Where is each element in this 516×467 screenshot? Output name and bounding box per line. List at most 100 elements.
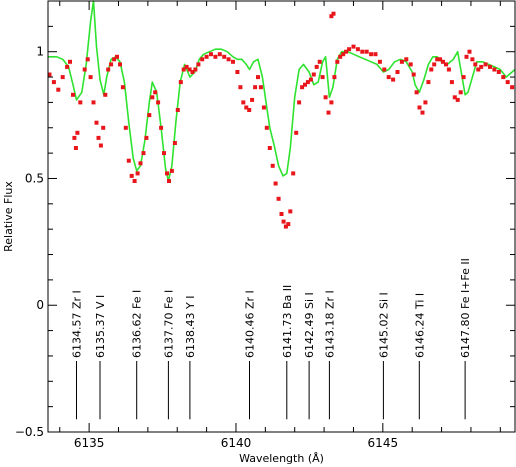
observed-data-point — [200, 57, 205, 62]
observed-data-point — [238, 85, 243, 90]
observed-data-point — [118, 62, 122, 67]
line-id-label: 6141.73 Ba II — [281, 285, 294, 358]
observed-data-point — [150, 95, 155, 100]
observed-data-point — [399, 59, 404, 64]
observed-data-point — [162, 151, 166, 156]
observed-data-point — [135, 171, 140, 176]
observed-data-point — [417, 105, 422, 110]
observed-data-point — [329, 14, 334, 19]
observed-data-point — [369, 52, 374, 57]
observed-data-point — [446, 67, 451, 72]
observed-data-point — [461, 75, 466, 80]
observed-data-point — [492, 67, 497, 72]
observed-data-point — [355, 47, 360, 52]
observed-data-point — [253, 85, 258, 90]
line-id-label: 6138.43 Y I — [184, 296, 197, 358]
observed-data-point — [138, 161, 143, 166]
observed-data-point — [267, 146, 272, 150]
observed-data-point — [283, 224, 288, 229]
x-tick-label: 6135 — [74, 436, 105, 450]
observed-data-point — [303, 82, 307, 87]
observed-data-point — [344, 49, 349, 54]
observed-data-point — [261, 105, 266, 110]
observed-data-point — [305, 80, 310, 85]
observed-data-point — [256, 75, 260, 80]
observed-data-point — [94, 120, 99, 125]
observed-data-point — [71, 92, 75, 97]
observed-data-point — [153, 90, 158, 95]
observed-data-point — [144, 135, 149, 140]
observed-data-point — [496, 70, 501, 74]
observed-spectrum-group — [47, 11, 515, 229]
observed-data-point — [420, 110, 425, 115]
observed-data-point — [132, 179, 137, 183]
observed-data-point — [483, 62, 488, 67]
observed-data-point — [72, 135, 77, 140]
y-tick-label: −0.5 — [15, 425, 44, 439]
observed-data-point — [308, 77, 313, 82]
observed-data-point — [196, 62, 201, 67]
observed-data-point — [323, 95, 328, 100]
observed-data-point — [222, 54, 227, 59]
observed-data-point — [360, 49, 365, 54]
observed-data-point — [338, 54, 343, 59]
observed-data-point — [47, 72, 52, 77]
observed-data-point — [488, 64, 492, 69]
plot-frame — [47, 0, 516, 433]
observed-data-point — [247, 108, 252, 112]
observed-data-point — [411, 72, 416, 77]
y-tick-label: 1 — [36, 45, 44, 59]
observed-data-point — [141, 151, 146, 156]
observed-data-point — [147, 113, 152, 118]
observed-data-point — [60, 75, 65, 80]
observed-data-point — [98, 143, 103, 148]
axes-group — [47, 0, 516, 433]
observed-data-point — [129, 173, 134, 178]
observed-data-point — [377, 59, 382, 64]
observed-data-point — [181, 67, 186, 72]
observed-data-point — [464, 54, 469, 59]
observed-data-point — [226, 57, 231, 62]
observed-data-point — [258, 85, 263, 90]
observed-data-point — [101, 125, 106, 130]
observed-data-point — [441, 59, 445, 64]
observed-data-point — [204, 54, 209, 59]
observed-data-point — [501, 75, 506, 80]
observed-data-point — [408, 62, 413, 67]
observed-data-point — [165, 171, 169, 176]
observed-data-point — [159, 125, 164, 130]
synthetic-spectrum-line — [48, 0, 516, 182]
observed-data-point — [432, 62, 437, 67]
observed-data-point — [276, 196, 281, 201]
observed-data-point — [241, 100, 246, 105]
observed-data-point — [126, 158, 131, 163]
ticks-group: 6135 6140 6145 −0.5 0 0.5 1 — [15, 1, 515, 450]
observed-data-point — [187, 67, 192, 72]
observed-data-point — [235, 70, 240, 74]
observed-data-point — [231, 59, 235, 64]
x-tick-label: 6140 — [221, 436, 252, 450]
observed-data-point — [476, 67, 481, 72]
observed-data-point — [209, 52, 213, 57]
line-id-label: 6135.37 V I — [94, 295, 107, 358]
observed-data-point — [395, 70, 400, 74]
y-tick-label: 0.5 — [25, 171, 44, 185]
observed-data-point — [329, 100, 334, 105]
observed-data-point — [364, 49, 369, 54]
observed-data-point — [311, 72, 316, 77]
observed-data-point — [106, 67, 111, 72]
line-id-label: 6143.18 Zr I — [323, 290, 336, 358]
observed-data-point — [300, 85, 305, 90]
observed-data-point — [429, 67, 434, 72]
observed-data-point — [435, 57, 440, 62]
x-axis-title: Wavelength (Å) — [239, 452, 324, 465]
observed-data-point — [347, 47, 352, 52]
observed-data-point — [294, 130, 299, 135]
synthetic-spectrum-group — [48, 0, 516, 182]
observed-data-point — [458, 90, 463, 95]
observed-data-point — [65, 64, 70, 69]
observed-data-point — [270, 163, 275, 168]
observed-data-point — [213, 54, 218, 59]
observed-data-point — [96, 135, 101, 140]
